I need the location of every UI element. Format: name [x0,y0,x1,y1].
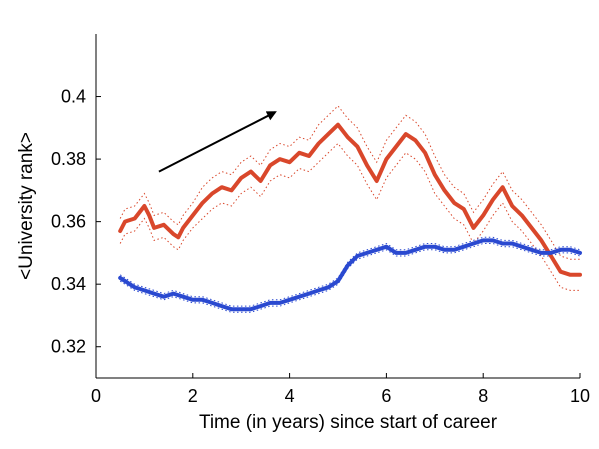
y-ticks: 0.32 0.34 0.36 0.38 0.4 [51,87,101,357]
y-tick-label: 0.32 [51,337,86,357]
series-1-upper-band [119,236,581,307]
y-tick-label: 0.38 [51,149,86,169]
axes [95,34,580,379]
x-tick-label: 0 [91,386,101,406]
x-tick-label: 6 [381,386,391,406]
x-tick-label: 2 [188,386,198,406]
x-axis-title: Time (in years) since start of career [199,412,498,433]
x-tick-label: 8 [478,386,488,406]
x-ticks: 0 2 4 6 8 10 [91,373,590,406]
series-0-upper-band [119,105,580,260]
series-0-line [118,122,582,277]
trend-arrow [158,111,277,173]
series-1-line [118,238,582,312]
y-tick-label: 0.36 [51,212,86,232]
y-axis-title: <University rank> [16,132,37,280]
series-1-lower-band [119,243,581,313]
y-tick-label: 0.4 [61,87,86,107]
x-tick-label: 4 [285,386,295,406]
x-tick-label: 10 [570,386,590,406]
series-lines [118,122,582,312]
y-tick-label: 0.34 [51,274,86,294]
series-0-lower-band [119,142,580,291]
